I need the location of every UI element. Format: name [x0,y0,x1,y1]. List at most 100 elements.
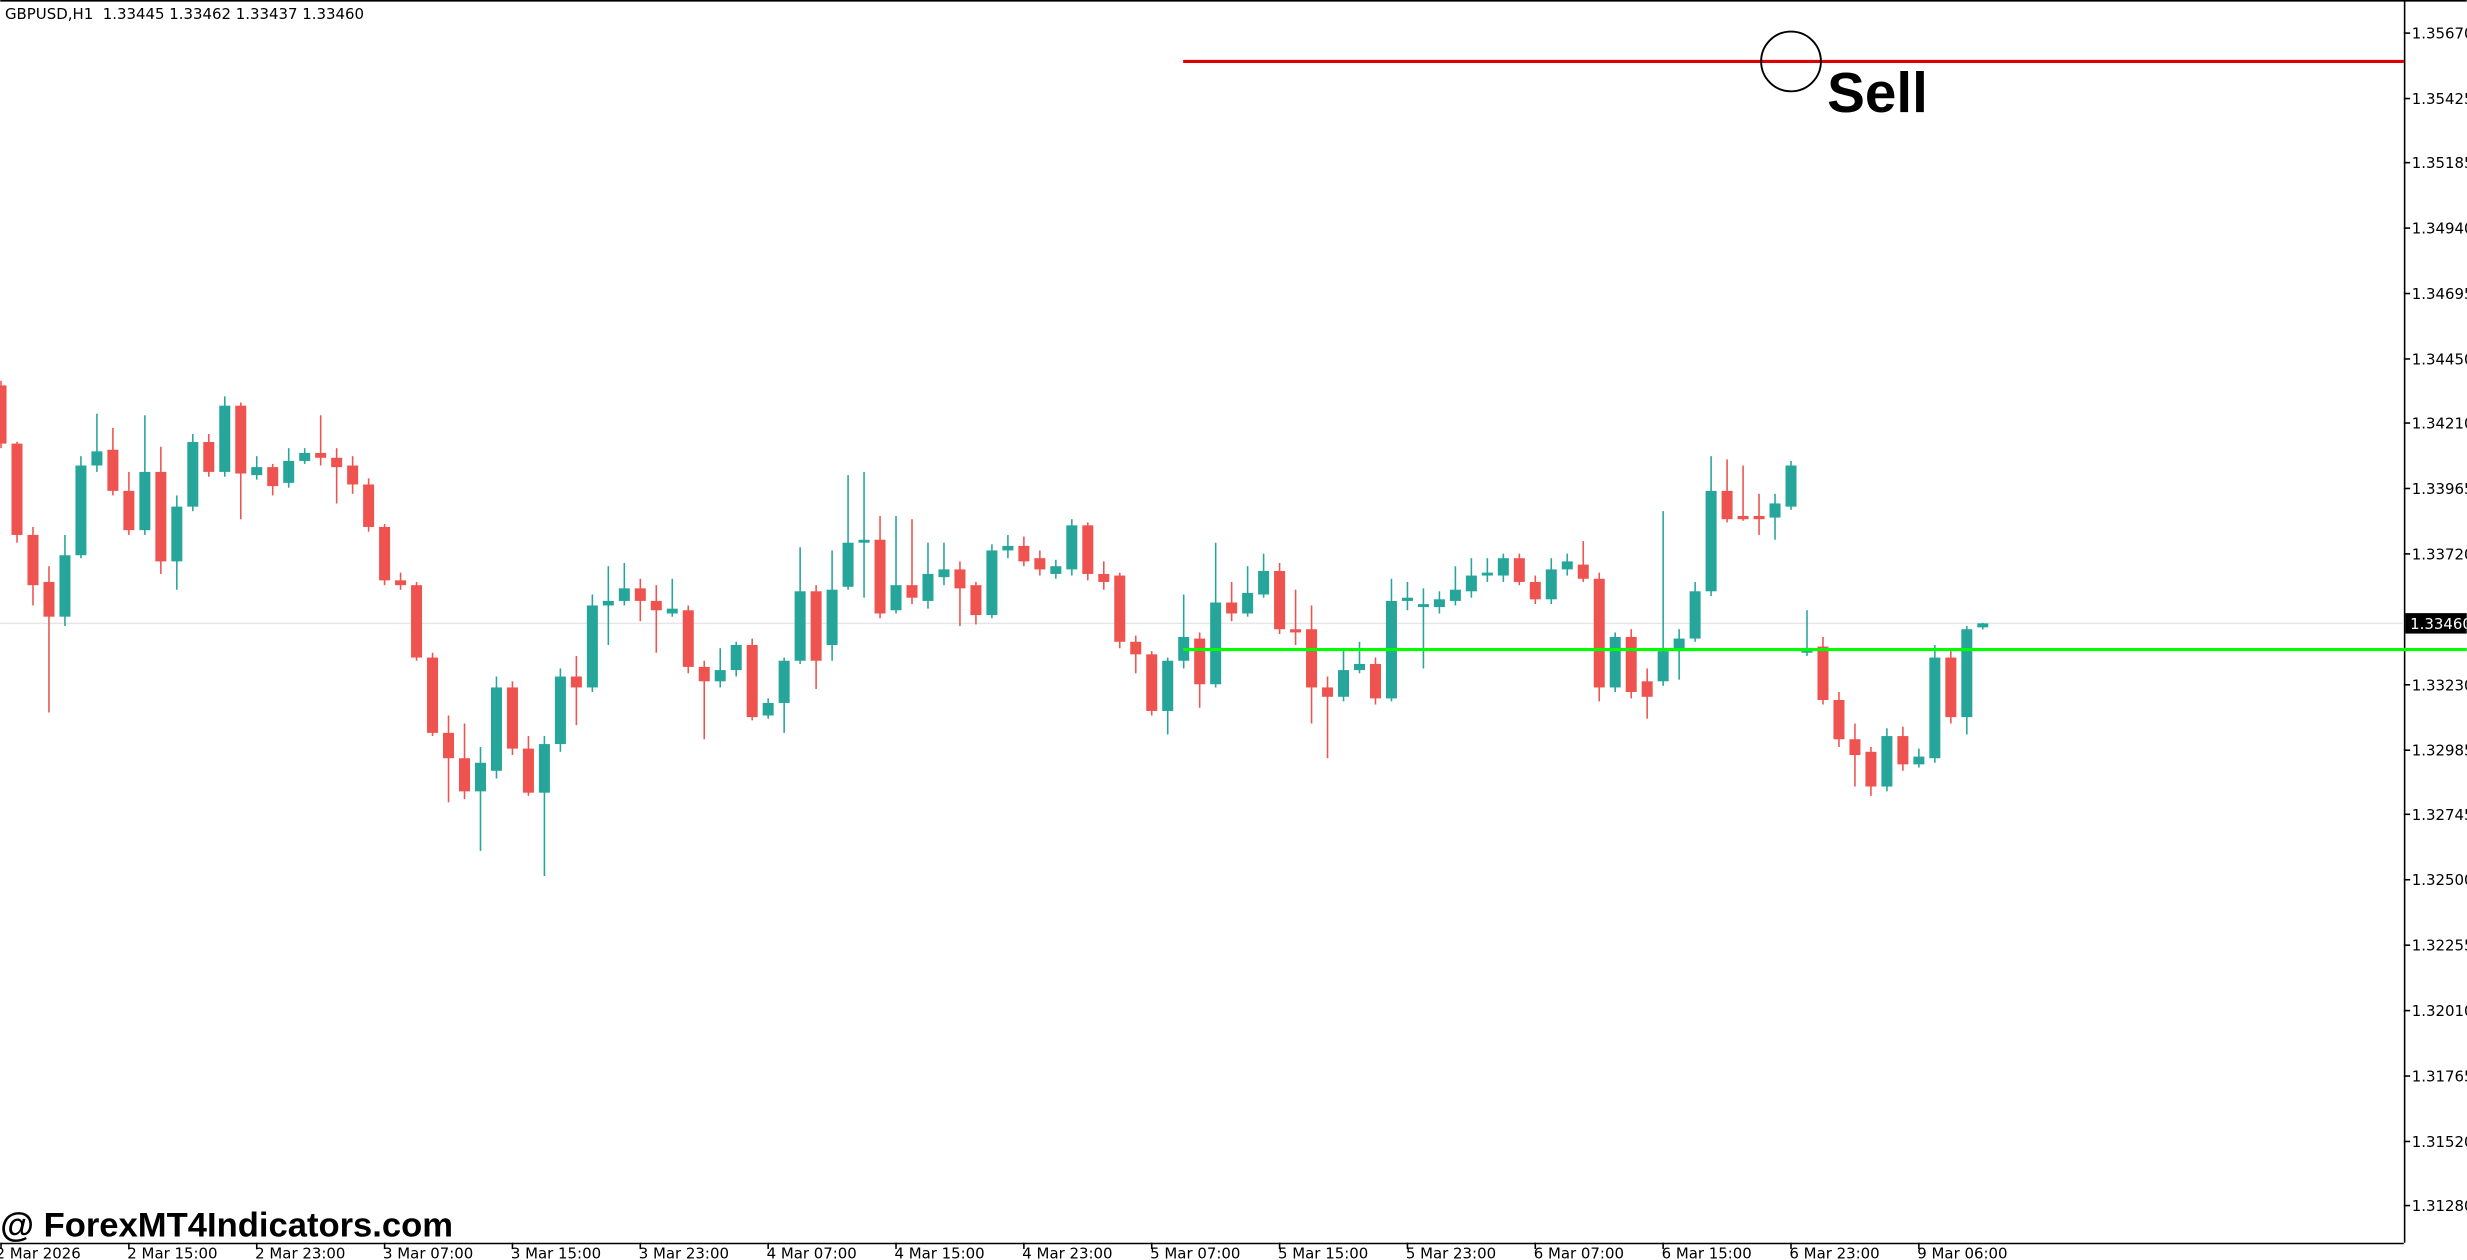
candle-body [874,539,886,614]
candle-body [1641,681,1653,697]
signal-label: Sell [1827,61,1928,124]
price-tag [2405,613,2467,634]
candle-body [1801,649,1813,653]
x-tick-label: 3 Mar 23:00 [639,1244,729,1260]
candle-body [1258,571,1270,595]
candle-body [714,670,726,682]
candle-body [490,687,502,771]
y-tick-label: 1.34450 [2412,350,2467,368]
chart-header: GBPUSD,H1 1.33445 1.33462 1.33437 1.3346… [5,5,364,23]
candle-body [762,702,774,716]
candle-body [75,465,87,556]
candle-body [794,591,806,661]
candle-body [1114,575,1126,642]
candle-body [1705,490,1717,592]
candle-body [155,471,167,562]
candle-body [443,732,455,759]
candle-body [1929,657,1941,759]
candle-body [1417,604,1429,608]
candle-body [1721,490,1733,520]
candle-body [538,744,550,793]
candle-body [1673,638,1685,652]
candle-body [1625,636,1637,692]
candle-body [746,644,758,718]
candle-body [1369,663,1381,699]
x-tick-label: 4 Mar 15:00 [894,1244,984,1260]
candle-body [235,405,247,474]
candle-body [778,660,790,703]
candle-body [1593,578,1605,688]
x-tick-label: 6 Mar 07:00 [1534,1244,1624,1260]
x-tick-label: 6 Mar 23:00 [1789,1244,1879,1260]
candle-body [1050,566,1062,574]
candle-body [139,471,151,531]
candle-body [602,600,614,606]
x-tick-label: 5 Mar 07:00 [1150,1244,1240,1260]
candle-body [1481,572,1493,576]
candle-body [1449,589,1461,601]
candle-body [251,467,263,476]
x-tick-label: 9 Mar 06:00 [1917,1244,2007,1260]
signal-circle [1760,30,1822,93]
candle-body [0,385,7,444]
x-tick-label: 3 Mar 15:00 [511,1244,601,1260]
watermark: @ ForexMT4Indicators.com [0,1206,453,1244]
candle-body [970,585,982,616]
candle-body [1066,525,1078,570]
candle-body [1401,597,1413,601]
candle-body [379,526,391,581]
candle-body [411,585,423,658]
candle-body [586,605,598,688]
y-tick-label: 1.34695 [2412,285,2467,303]
candle-body [682,610,694,667]
candle-body [474,762,486,792]
candle-body [1961,629,1973,718]
candle-body [427,657,439,733]
candle-body [650,600,662,611]
x-tick-label: 6 Mar 15:00 [1662,1244,1752,1260]
plot: 1.35670 1.35425 1.35185 1.34940 1.34695 1.344… [0,25,2467,1260]
candle-body [1977,623,1989,628]
candle-body [1577,564,1589,579]
candle-body [1785,465,1797,507]
candle-body [730,644,742,671]
candle-body [1817,646,1829,701]
candle-body [1130,641,1142,655]
x-tick-label: 2 Mar 15:00 [127,1244,217,1260]
candle-body [1353,663,1366,671]
candle-body [219,405,231,472]
candle-body [1002,545,1014,551]
candle-body [1242,592,1254,614]
candle-body [1146,654,1158,711]
y-tick-label: 1.31520 [2412,1133,2467,1151]
candle-body [283,460,295,483]
y-tick-label: 1.31280 [2412,1197,2467,1215]
candle-body [1338,670,1350,697]
y-tick-label: 1.35425 [2412,90,2467,108]
candle-body [906,585,918,598]
candle-body [1897,736,1909,765]
y-tick-label: 1.35670 [2412,25,2467,43]
candle-body [299,452,311,461]
y-tick-label: 1.33965 [2412,480,2467,498]
candle-body [1513,558,1525,582]
candle-body [666,608,678,614]
candle-body [842,542,854,587]
y-tick-label: 1.33230 [2412,676,2467,694]
candle-body [858,539,870,543]
candle-body [634,588,646,601]
candle-body [1769,503,1781,518]
candle-body [59,555,71,617]
candle-body [1306,629,1318,688]
candle-body [922,573,934,601]
candle-body [522,748,534,793]
x-tick-label: 3 Mar 07:00 [383,1244,473,1260]
candle-body [1034,558,1046,570]
candle-body [315,452,327,458]
candle-body [1162,660,1174,711]
x-tick-label: 4 Mar 23:00 [1022,1244,1112,1260]
x-tick-label: 5 Mar 15:00 [1278,1244,1368,1260]
candle-body [698,666,710,682]
candle-body [1545,569,1557,600]
